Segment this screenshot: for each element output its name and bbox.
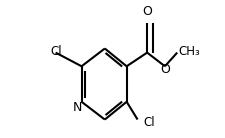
Text: Cl: Cl	[142, 116, 154, 129]
Text: O: O	[142, 6, 151, 18]
Text: N: N	[72, 101, 82, 114]
Text: CH₃: CH₃	[178, 45, 199, 58]
Text: O: O	[159, 63, 169, 75]
Text: Cl: Cl	[50, 45, 61, 58]
